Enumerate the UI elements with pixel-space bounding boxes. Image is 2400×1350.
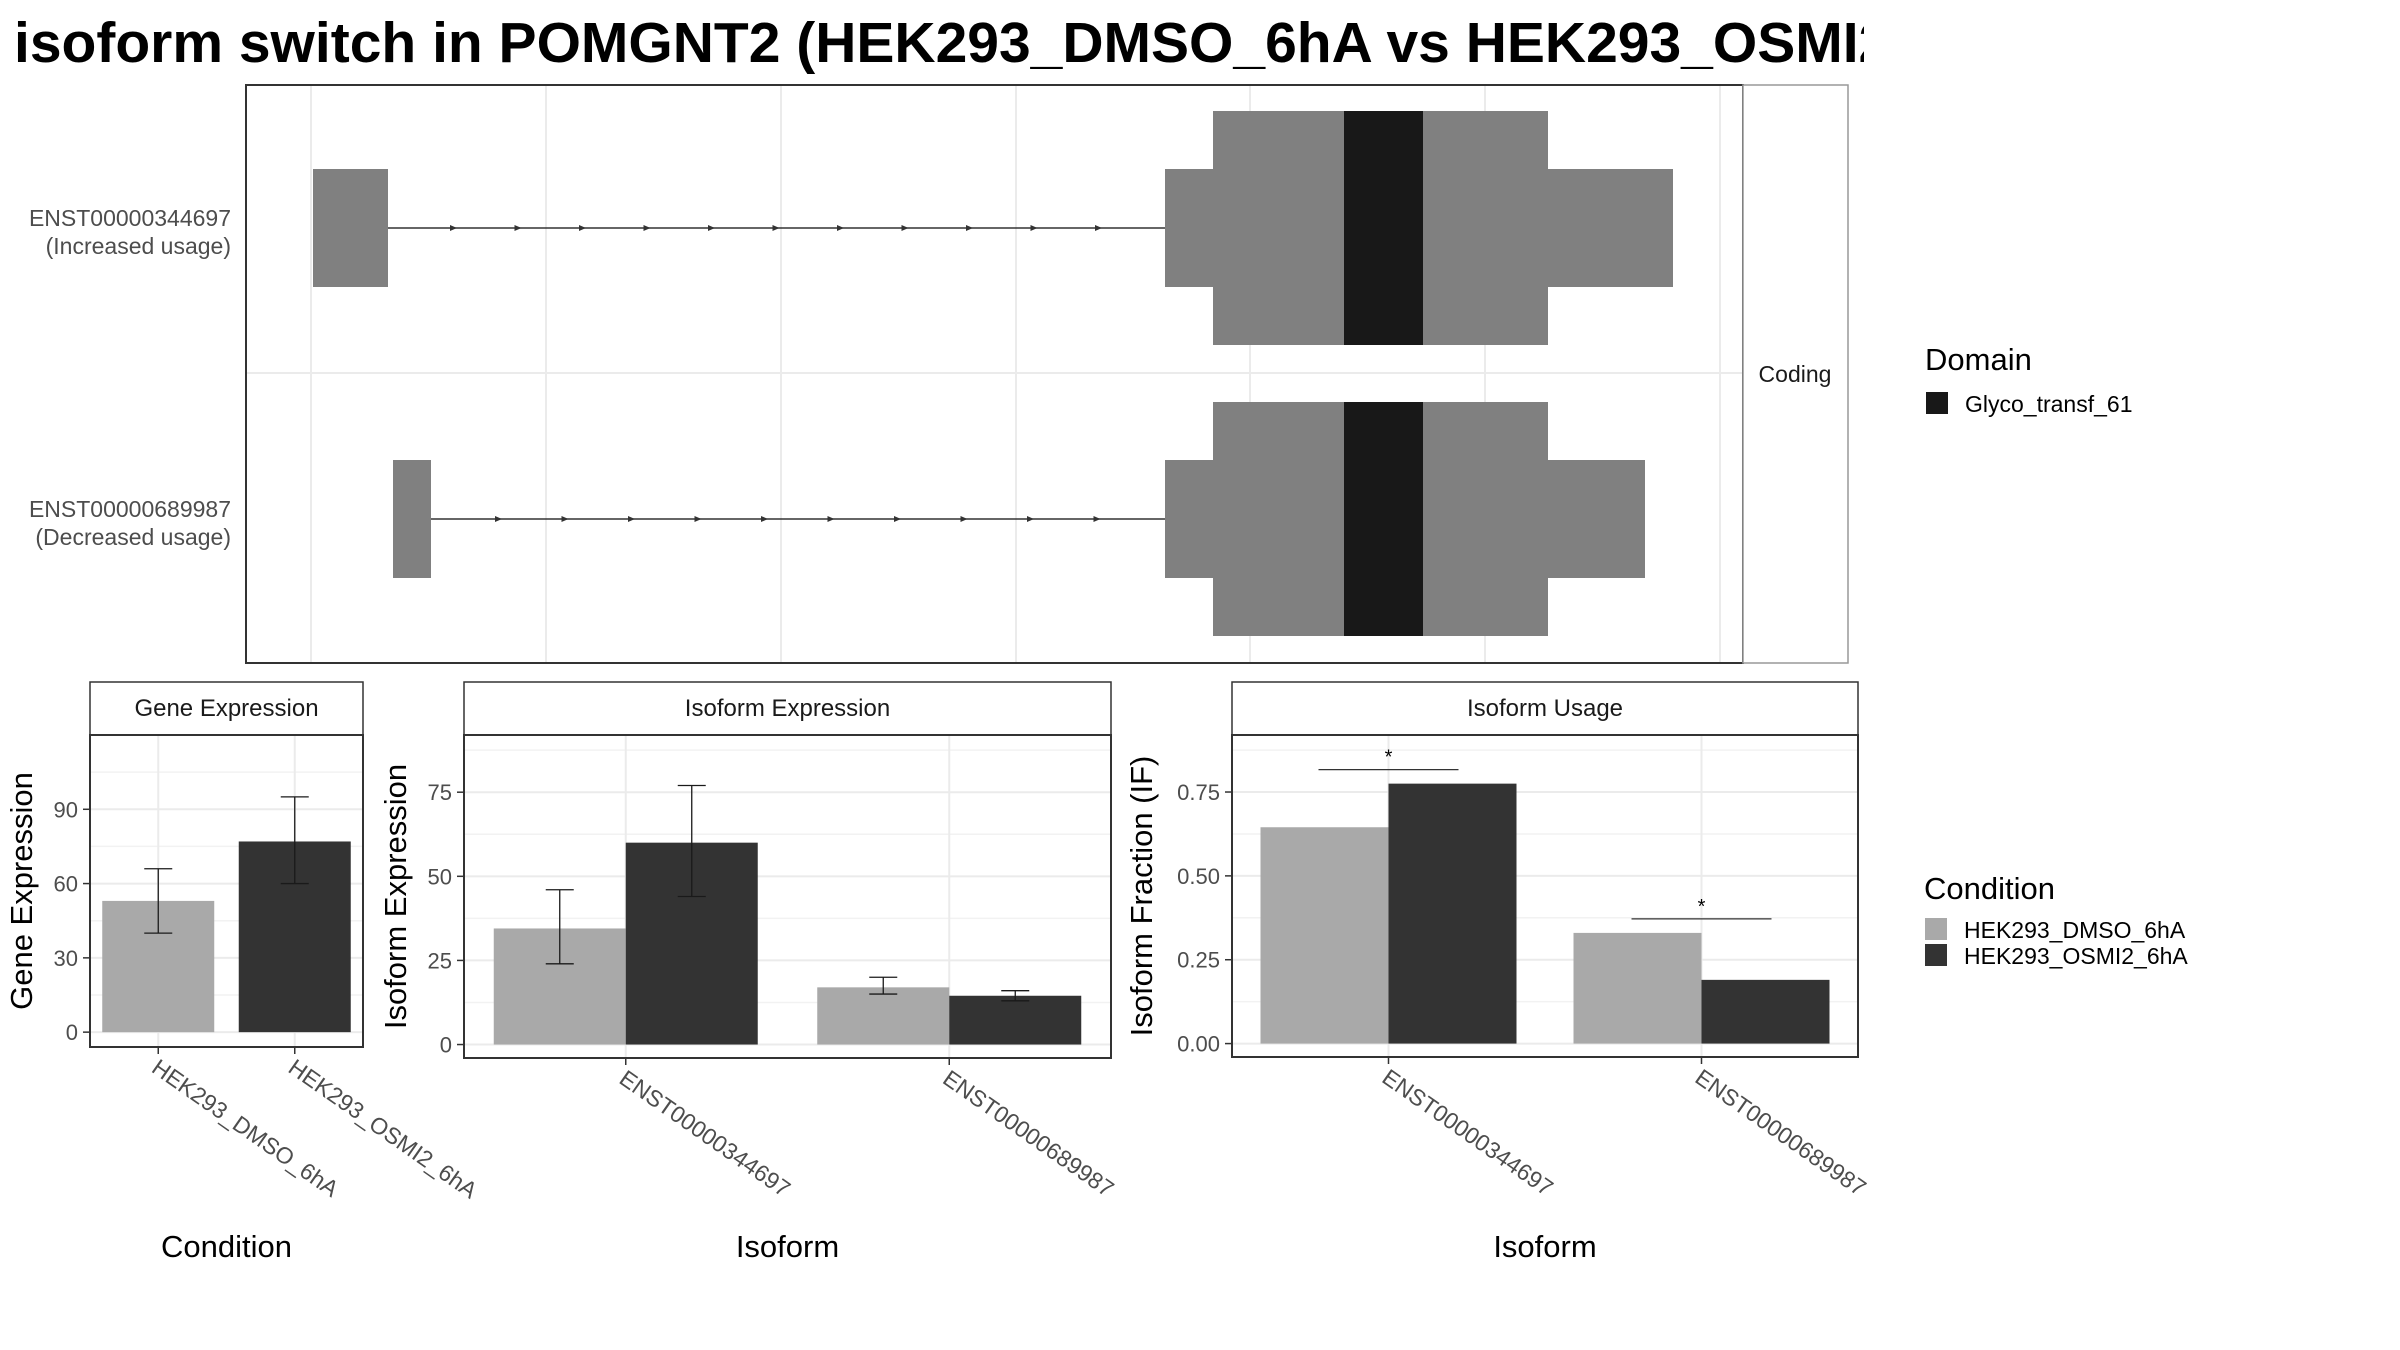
bar — [949, 995, 1082, 1045]
bar-panel-2: Isoform Expression 0 25 50 75 ENST00000344697… — [378, 681, 1119, 1264]
domain-glyco-transf-61 — [1344, 402, 1423, 636]
intron-direction-arrow — [628, 516, 635, 522]
y-tick-label: 30 — [54, 946, 78, 971]
y-axis-title: Isoform Fraction (IF) — [1124, 756, 1159, 1037]
intron-direction-arrow — [837, 225, 844, 231]
y-tick-label: 0 — [440, 1033, 452, 1058]
intron-direction-arrow — [514, 225, 522, 231]
y-tick-label: 0.25 — [1177, 948, 1220, 973]
y-tick-label: 0.75 — [1177, 780, 1220, 805]
chart-title: isoform switch in POMGNT2 (HEK293_DMSO_6… — [14, 11, 1864, 75]
intron-direction-arrow — [694, 516, 702, 522]
condition-legend-label: HEK293_DMSO_6hA — [1964, 917, 2186, 943]
bar — [1260, 827, 1389, 1044]
exon-utr — [393, 460, 431, 578]
x-tick-label: ENST00000689987 — [938, 1065, 1118, 1202]
domain-legend-swatch — [1926, 392, 1948, 414]
y-tick-label: 50 — [428, 864, 452, 889]
condition-legend-swatch — [1925, 944, 1947, 966]
intron-direction-arrow — [761, 516, 768, 522]
x-tick-label: ENST00000344697 — [615, 1065, 795, 1202]
exon-utr — [313, 169, 388, 287]
intron-direction-arrow — [901, 225, 909, 231]
intron-direction-arrow — [561, 516, 569, 522]
condition-legend-swatch — [1925, 918, 1947, 940]
intron-direction-arrow — [827, 516, 835, 522]
y-tick-label: 90 — [54, 797, 78, 822]
bar — [1701, 979, 1830, 1044]
y-axis-title: Gene Expression — [4, 772, 39, 1010]
significance-marker: * — [1698, 896, 1706, 918]
bar — [1388, 783, 1517, 1044]
x-axis-title: Isoform — [736, 1229, 839, 1264]
domain-legend-title: Domain — [1925, 342, 2032, 377]
structure-strip — [1742, 84, 1849, 664]
x-tick-label: ENST00000689987 — [1691, 1064, 1871, 1201]
panel-strip — [463, 681, 1112, 736]
y-tick-label: 0.50 — [1177, 864, 1220, 889]
intron-direction-arrow — [1093, 516, 1101, 522]
domain-legend-label: Glyco_transf_61 — [1965, 391, 2132, 417]
transcript-label: ENST00000689987 — [29, 496, 231, 522]
intron-direction-arrow — [960, 516, 968, 522]
panel-border — [463, 734, 1112, 1059]
bar — [817, 987, 950, 1045]
panel-strip — [89, 681, 364, 736]
intron-direction-arrow — [643, 225, 651, 231]
transcript-model-ENST00000689987 — [393, 402, 1645, 636]
condition-legend-label: HEK293_OSMI2_6hA — [1964, 943, 2188, 969]
x-tick-label: ENST00000344697 — [1378, 1064, 1558, 1201]
bar-panel-3: Isoform Usage * * 0.00 0.25 0.50 0.75 ENST00000… — [1124, 681, 1871, 1264]
intron-direction-arrow — [1030, 225, 1038, 231]
intron-direction-arrow — [1027, 516, 1034, 522]
transcript-label: ENST00000344697 — [29, 205, 231, 231]
intron-direction-arrow — [495, 516, 502, 522]
bar — [1573, 932, 1702, 1044]
intron-direction-arrow — [708, 225, 715, 231]
transcript-usage-label: (Increased usage) — [46, 233, 231, 259]
intron-direction-arrow — [450, 225, 457, 231]
panel-strip-label: Isoform Expression — [685, 695, 890, 722]
structure-strip-label: Coding — [1759, 361, 1832, 387]
y-axis-title: Isoform Expression — [378, 764, 413, 1029]
y-tick-label: 25 — [428, 948, 452, 973]
y-tick-label: 0 — [66, 1020, 78, 1045]
panel-strip — [1231, 681, 1859, 736]
intron-direction-arrow — [1095, 225, 1102, 231]
y-tick-label: 75 — [428, 780, 452, 805]
x-axis-title: Isoform — [1493, 1229, 1596, 1264]
y-tick-label: 0.00 — [1177, 1032, 1220, 1057]
panel-strip-label: Isoform Usage — [1467, 695, 1623, 722]
y-tick-label: 60 — [54, 872, 78, 897]
panel-strip-label: Gene Expression — [134, 695, 318, 722]
panel-border — [89, 734, 364, 1048]
intron-direction-arrow — [579, 225, 586, 231]
significance-marker: * — [1385, 747, 1393, 769]
x-axis-title: Condition — [161, 1229, 292, 1264]
intron-direction-arrow — [772, 225, 780, 231]
intron-direction-arrow — [966, 225, 973, 231]
transcript-usage-label: (Decreased usage) — [35, 524, 231, 550]
panel-border — [1231, 734, 1859, 1058]
domain-glyco-transf-61 — [1344, 111, 1423, 345]
transcript-model-ENST00000344697 — [313, 111, 1673, 345]
condition-legend-title: Condition — [1924, 871, 2055, 906]
intron-direction-arrow — [894, 516, 901, 522]
